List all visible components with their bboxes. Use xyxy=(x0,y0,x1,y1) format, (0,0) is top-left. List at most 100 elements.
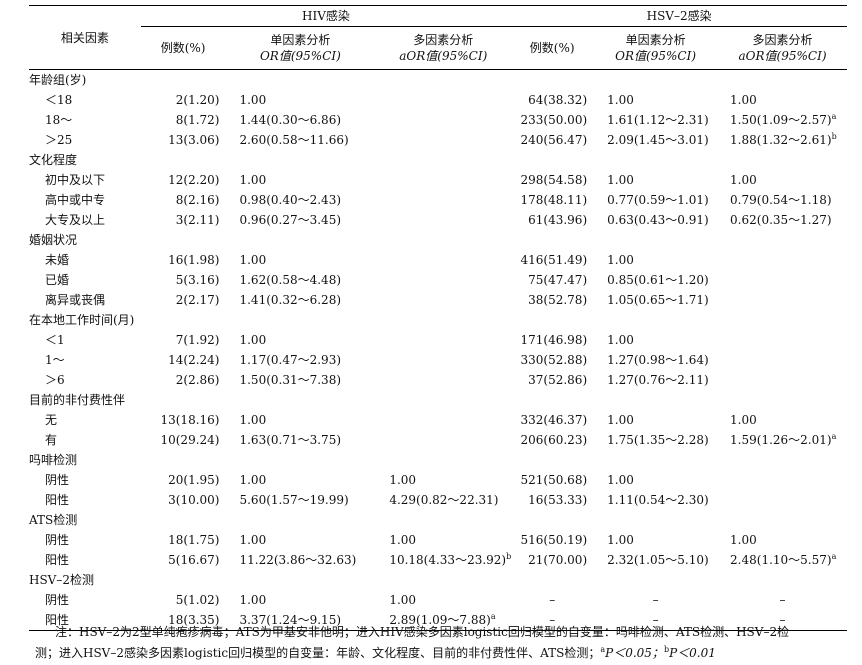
hsv-cases-cell: 178(48.11) xyxy=(511,190,593,210)
table-row: 未婚 16(1.98) 1.00 416(51.49) 1.00 xyxy=(29,250,847,270)
or-label: OR值(95%CI) xyxy=(615,49,697,63)
group-label: 吗啡检测 xyxy=(29,453,78,467)
row-label-text: 初中及以下 xyxy=(45,173,106,187)
hiv-or-cell: 0.96(0.27～3.45) xyxy=(225,210,375,230)
row-label: ＜1 xyxy=(29,330,141,350)
col-header-hsv-multi: 多因素分析 aOR值(95%CI) xyxy=(718,27,847,70)
hiv-cases-cell: 10(29.24) xyxy=(141,430,226,450)
note-sup-a: a xyxy=(600,645,606,654)
col-header-factor: 相关因素 xyxy=(60,30,109,45)
note-sup-b: b xyxy=(663,645,670,654)
hiv-aor-cell xyxy=(375,90,511,110)
row-label-text: 18～ xyxy=(45,113,73,127)
hiv-or-cell-text: 1.00 xyxy=(239,253,267,267)
hiv-cases-cell: 13(3.06) xyxy=(141,130,226,150)
hsv-aor-cell: – xyxy=(718,590,847,610)
hsv-cases-cell-text: 516(50.19) xyxy=(520,533,588,547)
hiv-cases-cell: 13(18.16) xyxy=(141,410,226,430)
hiv-cases-cell-text: 20(1.95) xyxy=(168,473,220,487)
hsv-or-cell: – xyxy=(593,610,718,631)
hsv-cases-cell-text: 37(52.86) xyxy=(528,373,588,387)
hiv-or-cell: 11.22(3.86～32.63) xyxy=(225,550,375,570)
hsv-or-cell-text: 1.00 xyxy=(607,333,634,347)
row-label-text: 有 xyxy=(45,433,58,447)
hsv-cases-cell: 240(56.47) xyxy=(511,130,593,150)
hiv-cases-cell: 5(16.67) xyxy=(141,550,226,570)
row-label-text: 离异或丧偶 xyxy=(45,293,106,307)
row-label: 阴性 xyxy=(29,590,141,610)
hiv-cases-cell: 14(2.24) xyxy=(141,350,226,370)
row-label-text: ＞25 xyxy=(45,133,73,147)
hiv-or-cell-text: 1.63(0.71～3.75) xyxy=(239,433,342,447)
hsv-or-cell: 2.32(1.05～5.10) xyxy=(593,550,718,570)
hiv-cases-cell-text: 5(1.02) xyxy=(175,593,220,607)
hiv-cases-cell: 5(3.16) xyxy=(141,270,226,290)
hsv-or-cell-text: 1.00 xyxy=(607,253,634,267)
hiv-cases-cell: 7(1.92) xyxy=(141,330,226,350)
hiv-or-cell-text: 1.50(0.31～7.38) xyxy=(239,373,342,387)
hsv-cases-cell-text: 16(53.33) xyxy=(528,493,588,507)
header-row-2: 例数(%) 单因素分析 OR值(95%CI) 多因素分析 aOR值(95%CI)… xyxy=(29,27,847,70)
hiv-aor-cell xyxy=(375,210,511,230)
hiv-aor-cell-text: 2.89(1.09～7.88) xyxy=(389,613,491,627)
table-row: 18～ 8(1.72) 1.44(0.30～6.86) 233(50.00) 1.61(… xyxy=(29,110,847,130)
row-label: 大专及以上 xyxy=(29,210,141,230)
hiv-aor-cell: 2.89(1.09～7.88)a xyxy=(375,610,511,631)
row-label: 阳性 xyxy=(29,490,141,510)
hiv-or-cell: 1.00 xyxy=(225,330,375,350)
hsv-or-cell-text: 1.00 xyxy=(607,93,634,107)
row-label-text: 无 xyxy=(45,413,58,427)
significance-mark: a xyxy=(831,112,837,121)
hsv-aor-cell xyxy=(718,370,847,390)
hsv-or-cell-text: 1.00 xyxy=(607,413,634,427)
hiv-cases-cell-text: 8(1.72) xyxy=(175,113,220,127)
hsv-aor-cell-text: – xyxy=(779,613,786,627)
hiv-aor-cell xyxy=(375,110,511,130)
row-label-text: ＜18 xyxy=(45,93,73,107)
table-row: 初中及以下 12(2.20) 1.00 298(54.58) 1.00 1.00 xyxy=(29,170,847,190)
hiv-or-cell-text: 0.96(0.27～3.45) xyxy=(239,213,342,227)
col-header-hiv-uni: 单因素分析 OR值(95%CI) xyxy=(225,27,375,70)
hiv-or-cell: 1.44(0.30～6.86) xyxy=(225,110,375,130)
hsv-or-cell-text: 1.61(1.12～2.31) xyxy=(607,113,709,127)
hiv-aor-cell xyxy=(375,330,511,350)
hsv-cases-cell-text: 21(70.00) xyxy=(528,553,588,567)
hsv-or-cell: – xyxy=(593,590,718,610)
significance-mark: a xyxy=(831,432,837,441)
hsv-cases-cell: 61(43.96) xyxy=(511,210,593,230)
hsv-aor-cell: – xyxy=(718,610,847,631)
hsv-or-cell-text: 1.05(0.65～1.71) xyxy=(607,293,709,307)
table-row: 已婚 5(3.16) 1.62(0.58～4.48) 75(47.47) 0.85(0.… xyxy=(29,270,847,290)
hsv-cases-cell-text: 298(54.58) xyxy=(520,173,588,187)
hiv-or-cell: 1.00 xyxy=(225,470,375,490)
or-label: OR值(95%CI) xyxy=(259,49,341,63)
hiv-aor-cell: 1.00 xyxy=(375,530,511,550)
hsv-or-cell-text: 1.11(0.54～2.30) xyxy=(607,493,709,507)
table-row: 阴性 20(1.95) 1.00 1.00 521(50.68) 1.00 xyxy=(29,470,847,490)
hsv-or-cell: 0.85(0.61～1.20) xyxy=(593,270,718,290)
group-row: ATS检测 xyxy=(29,510,847,530)
hsv-or-cell: 1.00 xyxy=(593,410,718,430)
hiv-or-cell: 1.41(0.32～6.28) xyxy=(225,290,375,310)
hsv-aor-cell: 0.79(0.54～1.18) xyxy=(718,190,847,210)
hsv-aor-cell xyxy=(718,350,847,370)
multi-label: 多因素分析 xyxy=(413,33,474,47)
hsv-aor-cell xyxy=(718,290,847,310)
hiv-cases-cell: 2(2.17) xyxy=(141,290,226,310)
hiv-or-cell: 1.00 xyxy=(225,250,375,270)
hiv-or-cell-text: 0.98(0.40～2.43) xyxy=(239,193,342,207)
significance-mark: a xyxy=(831,552,837,561)
hsv-cases-cell: 233(50.00) xyxy=(511,110,593,130)
hiv-or-cell-text: 1.62(0.58～4.48) xyxy=(239,273,342,287)
hsv-cases-cell: 332(46.37) xyxy=(511,410,593,430)
hsv-cases-cell-text: 61(43.96) xyxy=(528,213,588,227)
table-row: 1～ 14(2.24) 1.17(0.47～2.93) 330(52.88) 1.27(… xyxy=(29,350,847,370)
hsv-cases-cell-text: 233(50.00) xyxy=(520,113,588,127)
hsv-cases-cell-text: 171(46.98) xyxy=(520,333,588,347)
hsv-aor-cell xyxy=(718,490,847,510)
hiv-cases-cell-text: 13(18.16) xyxy=(160,413,220,427)
hiv-cases-cell: 2(2.86) xyxy=(141,370,226,390)
row-label: 1～ xyxy=(29,350,141,370)
hsv-aor-cell: 1.59(1.26～2.01)a xyxy=(718,430,847,450)
hiv-or-cell-text: 5.60(1.57～19.99) xyxy=(239,493,349,507)
